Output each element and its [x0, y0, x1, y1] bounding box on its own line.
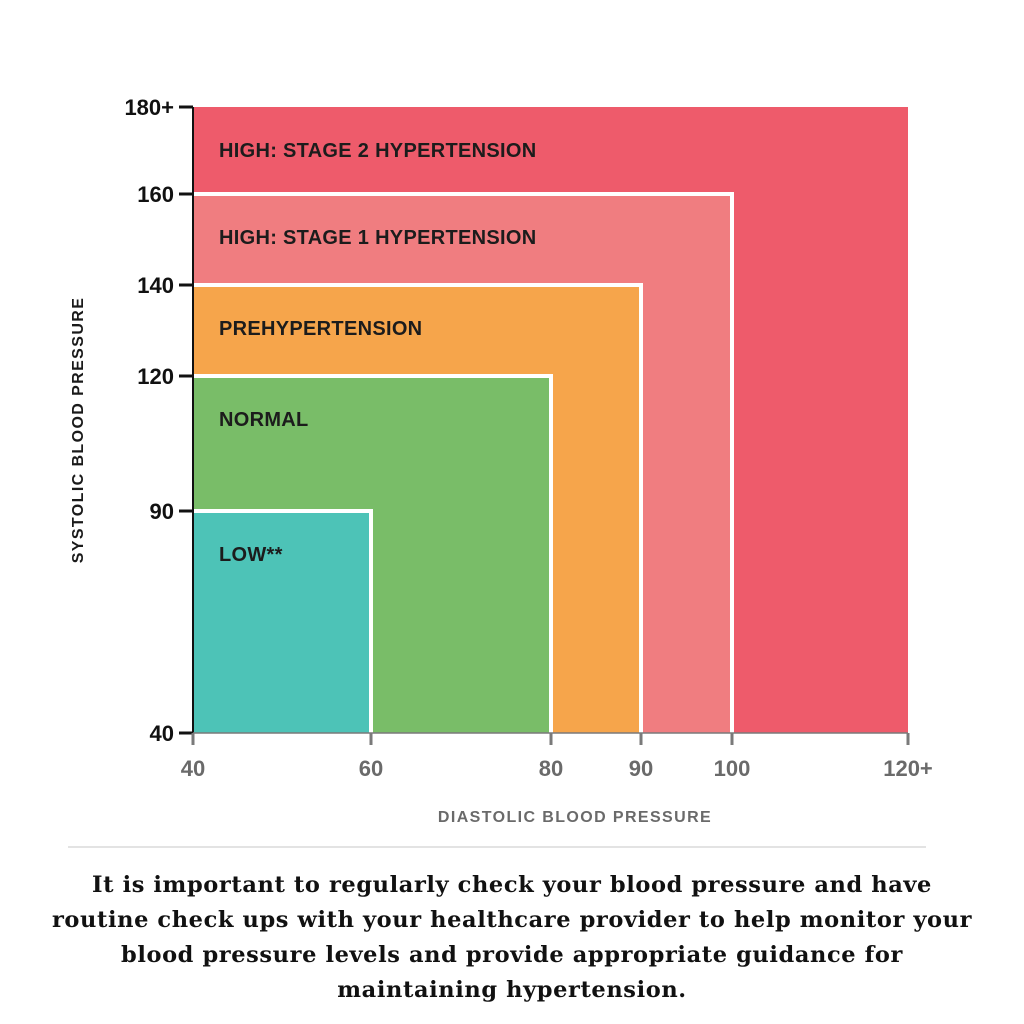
divider — [68, 846, 926, 848]
y-tick-label-120: 120 — [137, 364, 174, 389]
y-tick-label-40: 40 — [150, 721, 174, 746]
y-tick-label-90: 90 — [150, 499, 174, 524]
region-label-normal: NORMAL — [219, 409, 309, 431]
region-border-prehypertension — [193, 283, 643, 733]
x-axis: 40 60 80 90 100 120+ — [181, 732, 933, 781]
y-axis: 40 90 120 140 160 180+ — [124, 95, 194, 746]
x-axis-label: DIASTOLIC BLOOD PRESSURE — [438, 809, 712, 826]
region-border-high-stage-1-hypertension — [193, 192, 734, 733]
blood-pressure-chart: HIGH: STAGE 2 HYPERTENSION HIGH: STAGE 1 … — [70, 95, 933, 826]
region-label-prehypertension: PREHYPERTENSION — [219, 318, 422, 340]
region-label-low: LOW** — [219, 544, 283, 566]
x-tick-label-120: 120+ — [883, 756, 933, 781]
chart-regions — [193, 107, 908, 733]
x-tick-label-80: 80 — [539, 756, 563, 781]
y-tick-label-160: 160 — [137, 182, 174, 207]
region-label-high-stage-1-hypertension: HIGH: STAGE 1 HYPERTENSION — [219, 227, 536, 249]
caption-text: It is important to regularly check your … — [51, 872, 973, 1003]
region-border-normal — [193, 374, 553, 733]
x-tick-label-60: 60 — [359, 756, 383, 781]
region-low — [193, 511, 371, 733]
y-tick-label-140: 140 — [137, 273, 174, 298]
region-border-low — [193, 509, 373, 733]
region-labels: HIGH: STAGE 2 HYPERTENSION HIGH: STAGE 1 … — [219, 140, 536, 566]
x-tick-label-40: 40 — [181, 756, 205, 781]
x-tick-label-90: 90 — [629, 756, 653, 781]
region-label-high-stage-2-hypertension: HIGH: STAGE 2 HYPERTENSION — [219, 140, 536, 162]
y-axis-label: SYSTOLIC BLOOD PRESSURE — [70, 297, 87, 564]
x-tick-label-100: 100 — [714, 756, 751, 781]
y-tick-label-180: 180+ — [124, 95, 174, 120]
